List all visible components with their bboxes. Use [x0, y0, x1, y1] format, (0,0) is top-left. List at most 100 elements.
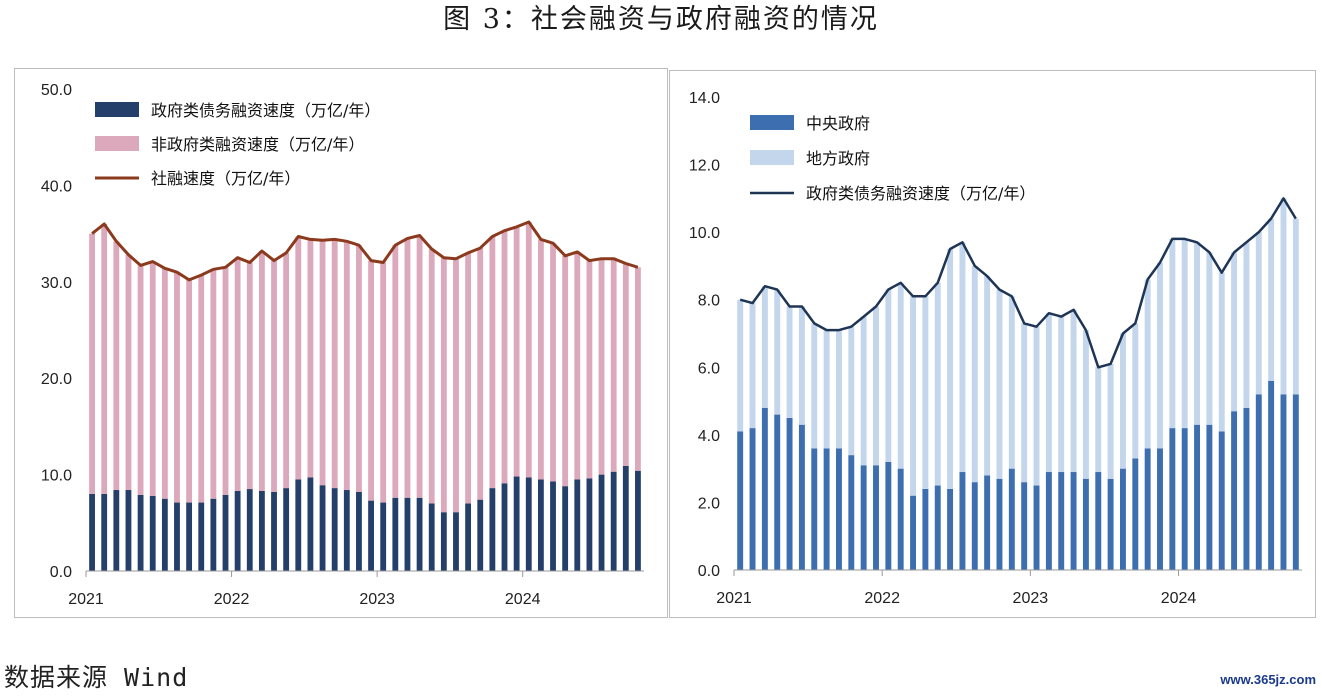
bar-local: [971, 265, 978, 483]
bar-gov: [622, 465, 629, 571]
bar-nongov: [550, 243, 556, 482]
bar-local: [1132, 323, 1139, 459]
bar-nongov: [392, 245, 399, 498]
bar-local: [823, 330, 830, 449]
bar-local: [1181, 238, 1188, 429]
bar-local: [811, 323, 818, 449]
x-tick-label: 2022: [864, 590, 900, 607]
bar-local: [786, 306, 793, 418]
y-tick-label: 4.0: [698, 428, 720, 445]
bar-gov: [380, 502, 387, 571]
bar-nongov: [210, 269, 217, 499]
bar-local: [1280, 198, 1287, 395]
bar-nongov: [562, 255, 569, 487]
bar-central: [761, 407, 768, 570]
bar-local: [959, 242, 966, 473]
bar-central: [984, 475, 991, 570]
bar-central: [786, 417, 793, 570]
bar-gov: [477, 499, 484, 571]
legend-label: 政府类债务融资速度（万亿/年）: [806, 184, 1035, 203]
bar-gov: [513, 476, 520, 571]
bar-local: [761, 286, 768, 408]
bar-nongov: [465, 252, 472, 504]
legend-label: 中央政府: [806, 114, 870, 133]
bar-nongov: [331, 239, 338, 489]
bar-gov: [234, 490, 241, 571]
bar-local: [1119, 333, 1126, 469]
bar-local: [848, 326, 855, 456]
left-chart-panel: 0.0 10.0 20.0 30.0 40.0 50.0 2021 2022 2023 2024 政…: [14, 68, 668, 618]
bar-gov: [598, 474, 605, 571]
bar-central: [934, 485, 941, 570]
bar-central: [1058, 472, 1065, 570]
bar-nongov: [404, 238, 411, 498]
bar-gov: [635, 470, 641, 571]
bar-nongov: [161, 268, 168, 499]
bar-local: [996, 289, 1003, 479]
bar-local: [1231, 252, 1238, 412]
watermark: www.365jz.com: [1220, 672, 1316, 687]
bar-nongov: [198, 275, 205, 503]
bar-gov: [210, 498, 217, 571]
bar-central: [1045, 472, 1052, 570]
x-tick-label: 2023: [1013, 590, 1049, 607]
bar-nongov: [319, 240, 326, 486]
bar-nongov: [125, 254, 132, 491]
bar-gov: [137, 494, 144, 571]
x-tick-label: 2024: [1161, 590, 1197, 607]
bar-local: [885, 289, 892, 462]
x-tick-label: 2021: [716, 590, 752, 607]
bar-central: [737, 431, 744, 570]
bar-local: [984, 276, 991, 476]
bar-gov: [550, 481, 556, 571]
bar-central: [1095, 472, 1102, 570]
bar-central: [1107, 478, 1114, 570]
bar-gov: [149, 495, 156, 571]
bar-central: [947, 488, 954, 570]
x-tick-label: 2021: [68, 591, 104, 608]
bar-nongov: [246, 262, 253, 490]
bar-nongov: [295, 236, 302, 480]
bar-gov: [392, 497, 399, 571]
left-chart: 0.0 10.0 20.0 30.0 40.0 50.0 2021 2022 2023 2024 政…: [41, 82, 644, 608]
bar-local: [934, 282, 941, 486]
bar-nongov: [174, 272, 180, 503]
bar-nongov: [586, 260, 593, 479]
y-tick-label: 14.0: [689, 90, 720, 107]
bar-central: [1243, 407, 1250, 570]
bar-central: [910, 495, 917, 570]
source-note: 数据来源 Wind: [4, 663, 189, 692]
bar-nongov: [525, 222, 532, 478]
bar-local: [1095, 367, 1102, 473]
bar-local: [835, 330, 842, 449]
bar-gov: [331, 488, 338, 571]
bar-gov: [562, 486, 569, 571]
bar-central: [873, 465, 879, 570]
legend-swatch: [95, 136, 139, 151]
bar-nongov: [89, 233, 95, 494]
bar-central: [749, 428, 756, 570]
bar-gov: [537, 479, 544, 571]
bar-gov: [368, 500, 374, 571]
legend-label: 非政府类融资速度（万亿/年）: [151, 135, 364, 154]
bar-nongov: [137, 265, 144, 495]
bar-nongov: [574, 251, 581, 480]
bar-local: [1070, 309, 1077, 473]
bar-nongov: [283, 252, 290, 489]
bar-nongov: [428, 249, 435, 504]
bar-central: [1292, 394, 1299, 570]
bar-central: [897, 468, 904, 570]
bar-gov: [440, 512, 447, 571]
bar-central: [959, 472, 966, 570]
bar-local: [1218, 272, 1225, 432]
bar-nongov: [368, 260, 374, 501]
bar-local: [922, 296, 929, 489]
bar-nongov: [258, 250, 265, 491]
bar-gov: [246, 489, 253, 571]
bar-central: [811, 448, 818, 570]
bar-gov: [319, 485, 326, 571]
bar-central: [1082, 478, 1089, 570]
bar-central: [1132, 458, 1139, 570]
bar-local: [1268, 218, 1275, 381]
bar-central: [971, 482, 978, 570]
